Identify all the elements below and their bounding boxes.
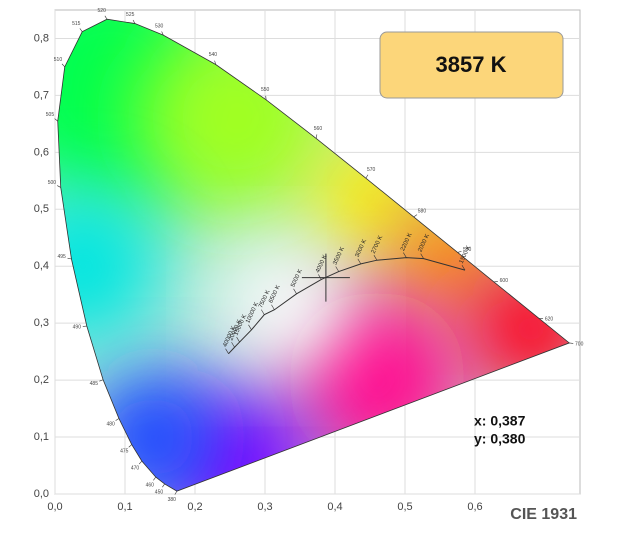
wavelength-label: 450 <box>155 490 164 496</box>
x-tick-label: 0,0 <box>47 501 62 513</box>
wavelength-tick <box>99 379 104 382</box>
wavelength-tick <box>132 19 136 24</box>
cct-tick <box>271 304 275 310</box>
spectral-locus <box>57 18 571 492</box>
wavelength-tick <box>115 418 120 421</box>
wavelength-label: 600 <box>500 278 509 284</box>
cct-tick <box>373 255 378 261</box>
cct-tick <box>236 336 240 343</box>
color-blob <box>57 186 163 347</box>
wavelength-label: 470 <box>131 466 140 472</box>
y-tick-label: 0,4 <box>34 260 49 272</box>
wavelength-label: 515 <box>72 21 81 27</box>
wavelength-label: 500 <box>48 180 57 186</box>
wavelength-label: 530 <box>155 23 164 29</box>
wavelength-tick <box>153 476 157 481</box>
x-tick-label: 0,3 <box>257 501 272 513</box>
wavelength-label: 475 <box>120 449 129 455</box>
wavelength-label: 460 <box>146 482 155 488</box>
y-readout: y: 0,380 <box>474 431 526 447</box>
y-tick-label: 0,2 <box>34 374 49 386</box>
wavelength-tick <box>161 31 164 36</box>
color-blob <box>226 246 346 367</box>
wavelength-label: 590 <box>463 247 472 253</box>
cct-tick <box>231 342 235 348</box>
cct-tick <box>293 288 297 294</box>
x-tick-label: 0,4 <box>327 501 342 513</box>
wavelength-tick <box>67 257 72 260</box>
wavelength-tick <box>79 28 83 32</box>
cct-tick <box>248 324 252 330</box>
wavelength-tick <box>569 342 574 344</box>
x-tick-label: 0,6 <box>467 501 482 513</box>
y-tick-label: 0,0 <box>34 488 49 500</box>
wavelength-tick <box>315 134 318 139</box>
cct-readout: 3857 K <box>436 52 507 77</box>
wavelength-label: 495 <box>58 254 67 260</box>
wavelength-label: 550 <box>261 87 270 93</box>
wavelength-label: 560 <box>314 126 323 132</box>
cct-tick <box>261 309 265 315</box>
y-tick-label: 0,7 <box>34 89 49 101</box>
wavelength-label: 485 <box>90 381 99 387</box>
cct-tick <box>357 258 362 265</box>
planckian-locus <box>228 257 466 355</box>
cct-tick <box>461 265 466 271</box>
y-tick-label: 0,6 <box>34 146 49 158</box>
wavelength-tick <box>54 118 58 122</box>
x-tick-label: 0,2 <box>187 501 202 513</box>
wavelength-tick <box>138 460 143 465</box>
wavelength-label: 700 <box>575 342 584 348</box>
wavelength-label: 510 <box>54 57 63 63</box>
cct-tick <box>318 274 322 280</box>
wavelength-label: 620 <box>545 316 554 322</box>
wavelength-tick <box>174 491 178 495</box>
wavelength-tick <box>162 483 165 488</box>
wavelength-tick <box>61 63 65 68</box>
wavelength-label: 520 <box>98 8 107 14</box>
wavelength-label: 505 <box>46 112 55 118</box>
wavelength-label: 540 <box>209 52 218 58</box>
wavelength-label: 480 <box>106 421 115 427</box>
wavelength-tick <box>457 250 462 253</box>
cct-tick <box>403 252 407 258</box>
y-tick-label: 0,1 <box>34 431 49 443</box>
x-readout: x: 0,387 <box>474 413 526 429</box>
wavelength-tick <box>128 444 132 448</box>
wavelength-label: 525 <box>126 12 135 18</box>
cct-tick <box>420 253 424 259</box>
cct-tick <box>225 348 229 354</box>
cct-box <box>379 31 564 99</box>
cct-tick <box>335 266 339 272</box>
wavelength-label: 490 <box>73 324 82 330</box>
y-tick-label: 0,3 <box>34 317 49 329</box>
wavelength-label: 580 <box>418 209 427 215</box>
wavelength-label: 570 <box>367 167 376 173</box>
wavelength-tick <box>413 214 418 218</box>
wavelength-label: 380 <box>168 497 177 503</box>
wavelength-tick <box>104 15 108 20</box>
wavelength-tick <box>214 60 217 65</box>
chart-title: CIE 1931 <box>510 506 577 523</box>
wavelength-tick <box>365 174 369 179</box>
x-tick-label: 0,5 <box>397 501 412 513</box>
wavelength-tick <box>57 185 61 188</box>
y-tick-label: 0,8 <box>34 32 49 44</box>
y-tick-label: 0,5 <box>34 203 49 215</box>
x-tick-label: 0,1 <box>117 501 132 513</box>
